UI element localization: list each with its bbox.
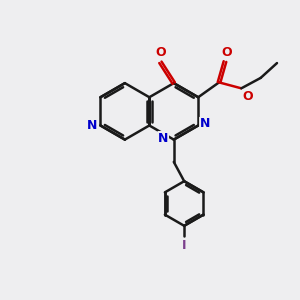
Text: N: N <box>87 119 98 132</box>
Text: O: O <box>155 46 166 59</box>
Text: I: I <box>182 239 186 252</box>
Text: O: O <box>221 46 232 59</box>
Text: O: O <box>243 90 254 103</box>
Text: N: N <box>200 118 210 130</box>
Text: N: N <box>158 132 168 145</box>
